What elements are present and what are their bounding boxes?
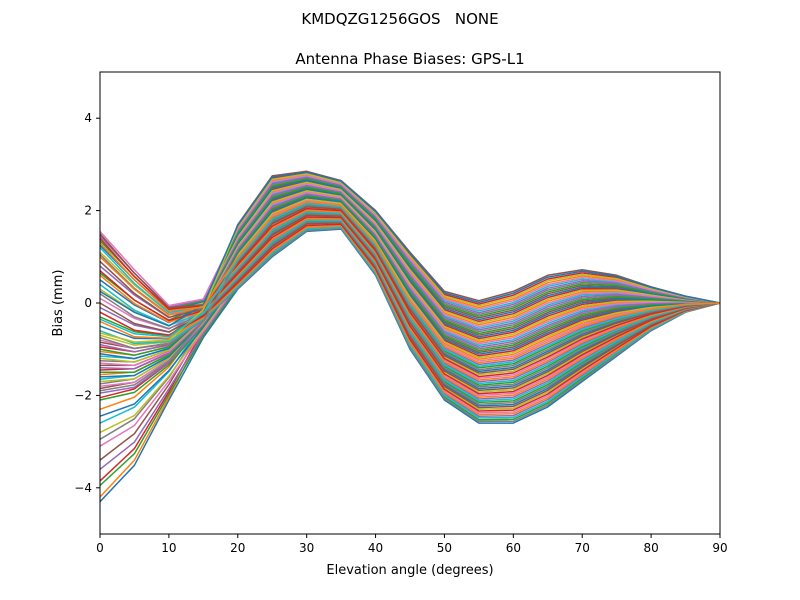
x-axis-label: Elevation angle (degrees)	[326, 563, 493, 578]
y-tick-label: 2	[84, 204, 92, 218]
y-tick-label: 4	[84, 111, 92, 125]
series-line	[99, 224, 721, 416]
x-tick-label: 90	[712, 541, 727, 555]
x-tick-label: 50	[437, 541, 452, 555]
series-line	[99, 174, 721, 311]
series-layer	[99, 170, 721, 503]
x-tick-label: 20	[230, 541, 245, 555]
x-tick-label: 10	[161, 541, 176, 555]
x-tick-label: 0	[96, 541, 104, 555]
series-line	[99, 204, 721, 392]
x-tick-label: 60	[506, 541, 521, 555]
series-line	[99, 223, 721, 412]
y-axis-ticks: −4 −2 0 2 4	[74, 111, 100, 495]
series-line	[99, 201, 721, 364]
series-line	[99, 181, 721, 324]
y-tick-label: 0	[84, 296, 92, 310]
x-tick-label: 80	[643, 541, 658, 555]
figure-suptitle: KMDQZG1256GOS NONE	[301, 10, 498, 28]
x-axis-ticks: 0 10 20 30 40 50 60 70 80 90	[96, 534, 728, 555]
y-axis-label: Bias (mm)	[51, 270, 66, 337]
series-line	[99, 176, 721, 314]
x-tick-label: 70	[575, 541, 590, 555]
series-line	[99, 228, 721, 503]
series-line	[99, 226, 721, 419]
y-tick-label: −4	[74, 481, 92, 495]
x-tick-label: 30	[299, 541, 314, 555]
x-tick-label: 40	[368, 541, 383, 555]
y-tick-label: −2	[74, 388, 92, 402]
series-line	[99, 202, 721, 367]
chart-title: Antenna Phase Biases: GPS-L1	[295, 50, 524, 68]
series-line	[99, 179, 721, 321]
series-line	[99, 173, 721, 343]
series-line	[99, 222, 721, 409]
series-line	[99, 171, 721, 327]
series-line	[99, 217, 721, 399]
series-line	[99, 178, 721, 317]
